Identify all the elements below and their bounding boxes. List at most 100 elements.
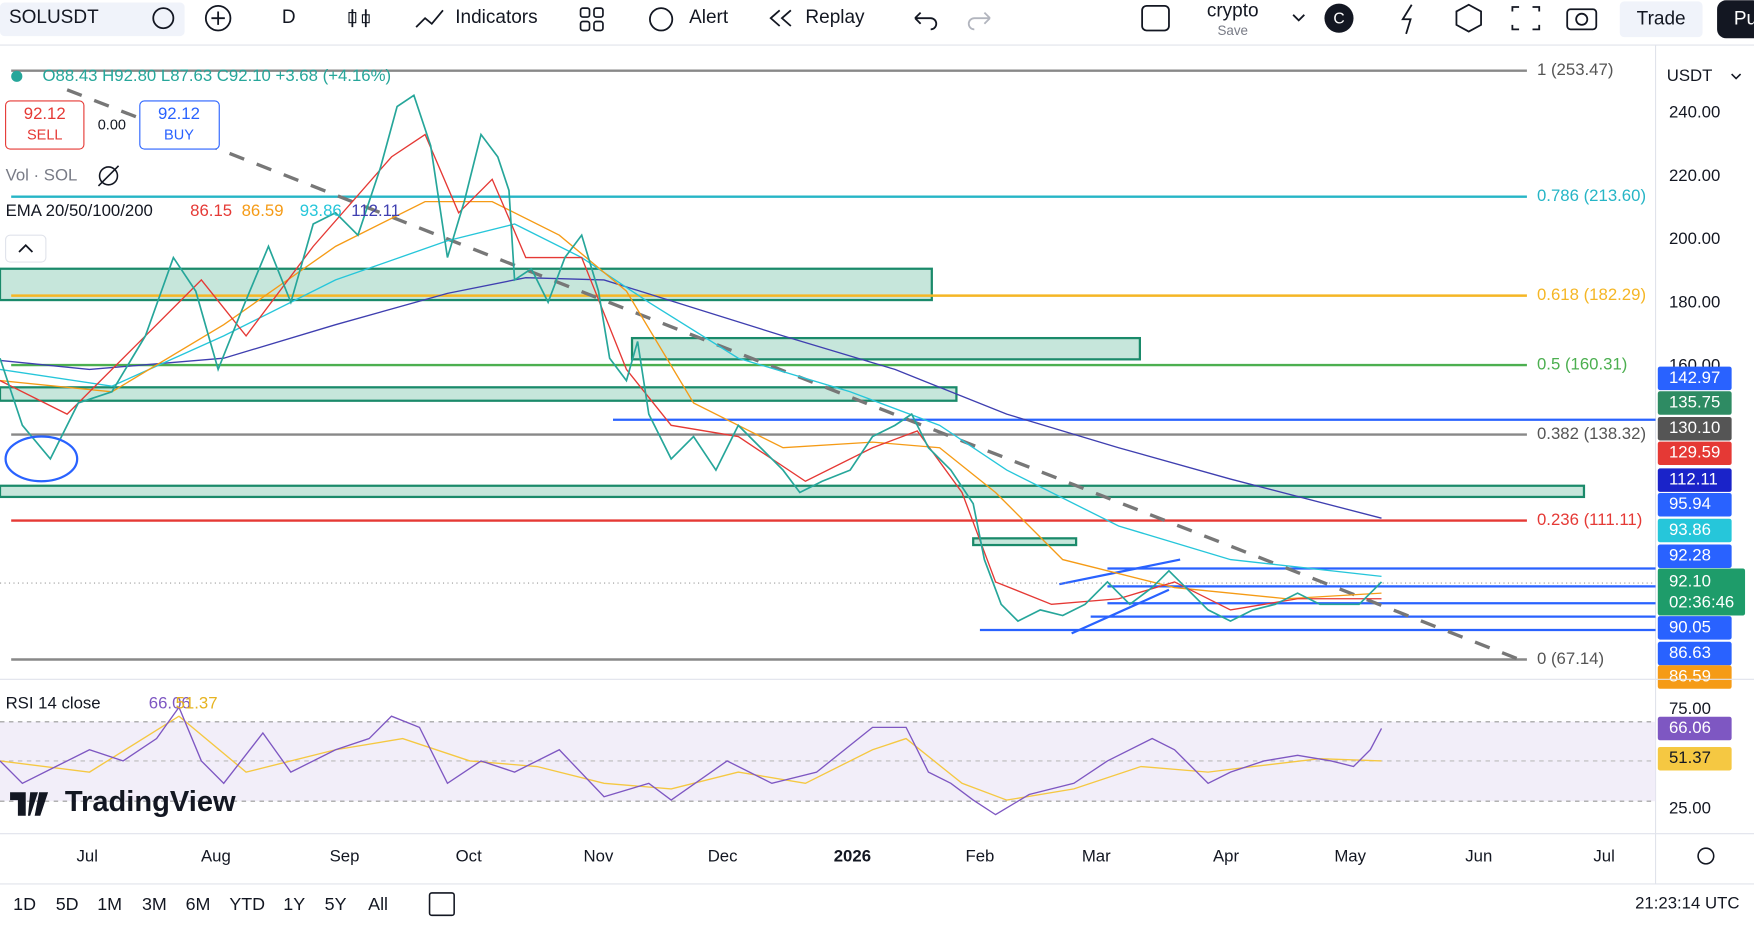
quick-icon[interactable] bbox=[1401, 4, 1413, 35]
price-tag-label: 129.59 bbox=[1669, 443, 1720, 462]
rsi-tick: 75.00 bbox=[1669, 699, 1711, 718]
undo-icon[interactable] bbox=[914, 11, 938, 31]
replay-icon bbox=[769, 9, 792, 27]
save-label[interactable]: Save bbox=[1217, 23, 1248, 38]
indicators-button[interactable]: Indicators bbox=[455, 7, 537, 28]
range-button[interactable]: 6M bbox=[186, 894, 211, 914]
watermark: TradingView bbox=[65, 786, 236, 818]
publish-button[interactable] bbox=[1717, 0, 1754, 39]
time-tick: May bbox=[1334, 847, 1366, 866]
buy-price[interactable]: 92.12 bbox=[158, 104, 200, 123]
settings-icon[interactable] bbox=[1455, 3, 1482, 33]
hidden-icon[interactable] bbox=[98, 166, 119, 186]
redo-icon[interactable] bbox=[967, 11, 991, 31]
ema-20 bbox=[0, 133, 1382, 611]
toolbar: SOLUSDT D Indicators Alert Replay crypto… bbox=[0, 0, 1754, 46]
layout-icon[interactable] bbox=[1141, 4, 1170, 32]
snapshot-icon bbox=[1575, 12, 1589, 26]
range-button[interactable]: 1D bbox=[13, 894, 36, 914]
price-tag-label: 92.28 bbox=[1669, 546, 1711, 565]
price-tag bbox=[1657, 391, 1732, 415]
price-tick: 180.00 bbox=[1669, 292, 1720, 311]
toolbar-bg bbox=[0, 0, 1754, 46]
range-button[interactable]: 1M bbox=[97, 894, 122, 914]
rsi-tag bbox=[1657, 716, 1732, 741]
range-button[interactable]: 5D bbox=[56, 894, 79, 914]
rsi-ma-value: 51.37 bbox=[176, 693, 218, 712]
rsi-tick: 25.00 bbox=[1669, 798, 1711, 817]
fib-label: 1 (253.47) bbox=[1537, 60, 1613, 79]
time-tick: Mar bbox=[1082, 847, 1111, 866]
alert-icon bbox=[649, 7, 674, 32]
status-dot bbox=[11, 70, 23, 82]
logo bbox=[10, 792, 49, 816]
ema-label: EMA 20/50/100/200 bbox=[6, 201, 153, 220]
spread: 0.00 bbox=[98, 117, 126, 133]
currency-select[interactable]: USDT bbox=[1667, 66, 1713, 85]
fib-label: 0.236 (111.11) bbox=[1537, 510, 1642, 529]
rsi-tag-label: 66.06 bbox=[1669, 718, 1711, 737]
snapshot-icon[interactable] bbox=[1566, 8, 1598, 31]
range-button[interactable]: All bbox=[368, 894, 388, 914]
price-line bbox=[0, 94, 1383, 623]
avatar[interactable] bbox=[1324, 3, 1354, 33]
channel-line bbox=[1059, 558, 1181, 586]
zone bbox=[630, 336, 1141, 361]
sell-label[interactable]: SELL bbox=[27, 127, 63, 143]
price-tag bbox=[1657, 641, 1732, 666]
zone bbox=[972, 537, 1078, 547]
symbol-box[interactable] bbox=[0, 2, 185, 37]
price-tag-label: 142.97 bbox=[1669, 368, 1720, 387]
price-tag bbox=[1657, 544, 1732, 568]
price-tag-label: 135.75 bbox=[1669, 392, 1720, 411]
date-range-icon[interactable] bbox=[428, 892, 455, 917]
range-button[interactable]: 5Y bbox=[325, 894, 347, 914]
icon[interactable] bbox=[152, 7, 175, 30]
alert-button[interactable]: Alert bbox=[689, 7, 729, 28]
ohlc: O88.43 H92.80 L87.63 C92.10 +3.68 (+4.16… bbox=[43, 66, 392, 85]
drawing-ellipse bbox=[4, 435, 79, 483]
price-tag-label: 90.05 bbox=[1669, 617, 1711, 636]
layout-name[interactable]: crypto bbox=[1207, 0, 1259, 21]
fib-label: 0.5 (160.31) bbox=[1537, 355, 1627, 374]
fib-label: 0.382 (138.32) bbox=[1537, 424, 1646, 443]
price-tag bbox=[1657, 468, 1732, 492]
fullscreen-icon[interactable] bbox=[1511, 6, 1541, 31]
symbol[interactable]: SOLUSDT bbox=[9, 7, 99, 28]
add-icon[interactable] bbox=[204, 4, 232, 32]
rsi-tag bbox=[1657, 746, 1732, 771]
sell-button[interactable] bbox=[5, 100, 85, 150]
time-tick: Sep bbox=[330, 847, 360, 866]
candle-icon bbox=[348, 12, 357, 24]
time-tick: Jun bbox=[1465, 847, 1492, 866]
price-tick: 240.00 bbox=[1669, 103, 1720, 122]
sell-price[interactable]: 92.12 bbox=[24, 104, 66, 123]
settings-icon[interactable] bbox=[1697, 847, 1715, 865]
fib-label: 0.786 (213.60) bbox=[1537, 186, 1646, 205]
buy-button[interactable] bbox=[139, 100, 220, 150]
publish-label[interactable]: Pu bbox=[1734, 8, 1754, 29]
collapse-button[interactable] bbox=[5, 234, 47, 263]
range-button[interactable]: 1Y bbox=[283, 894, 305, 914]
rsi-tag-label: 51.37 bbox=[1669, 748, 1711, 767]
price-tag bbox=[1657, 441, 1732, 466]
range-button[interactable]: 3M bbox=[142, 894, 167, 914]
replay-button[interactable]: Replay bbox=[805, 7, 865, 28]
interval[interactable]: D bbox=[282, 7, 296, 28]
buy-label[interactable]: BUY bbox=[164, 127, 194, 143]
templates-icon[interactable] bbox=[579, 7, 604, 32]
fib-label: 0.618 (182.29) bbox=[1537, 285, 1646, 304]
rsi-value: 66.06 bbox=[149, 693, 191, 712]
trade-button[interactable]: Trade bbox=[1637, 8, 1686, 29]
trade-button-bg[interactable] bbox=[1619, 1, 1703, 38]
price-tag-label: 86.63 bbox=[1669, 643, 1711, 662]
price-tag-label: 93.86 bbox=[1669, 520, 1711, 539]
price-tag bbox=[1657, 493, 1732, 517]
range-button[interactable]: YTD bbox=[229, 894, 265, 914]
time-tick: 2026 bbox=[834, 847, 871, 866]
price-tag-label: 95.94 bbox=[1669, 494, 1711, 513]
ema-value: 86.59 bbox=[242, 201, 284, 220]
dropdown-icon[interactable] bbox=[1292, 14, 1305, 22]
price-tick: 200.00 bbox=[1669, 229, 1720, 248]
